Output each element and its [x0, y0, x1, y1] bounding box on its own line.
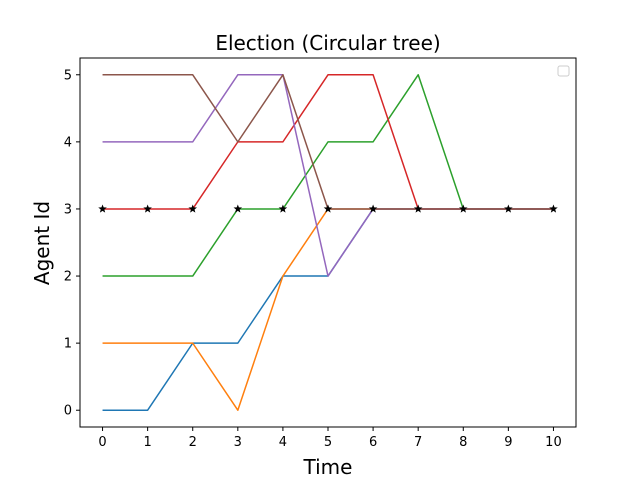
- y-tick-label: 5: [64, 68, 72, 83]
- series-line-0: [102, 208, 554, 411]
- x-tick-label: 3: [234, 435, 242, 450]
- chart-title: Election (Circular tree): [215, 31, 440, 55]
- star-marker: [143, 204, 152, 213]
- x-tick-label: 9: [504, 435, 512, 450]
- x-tick-label: 5: [324, 435, 332, 450]
- star-marker: [549, 204, 558, 213]
- star-marker: [278, 204, 288, 213]
- y-tick-label: 3: [64, 202, 72, 217]
- star-marker: [323, 204, 333, 213]
- star-marker: [98, 204, 107, 213]
- x-tick-label: 0: [98, 435, 106, 450]
- series-line-2: [102, 74, 554, 277]
- x-tick-label: 4: [279, 435, 287, 450]
- series-layer: [102, 74, 554, 411]
- x-tick-label: 2: [189, 435, 197, 450]
- y-tick-label: 1: [64, 337, 72, 352]
- x-tick-label: 10: [545, 435, 562, 450]
- x-tick-label: 1: [143, 435, 151, 450]
- star-marker: [368, 204, 378, 213]
- star-marker: [504, 204, 513, 213]
- x-tick-label: 8: [459, 435, 467, 450]
- series-line-1: [102, 208, 554, 411]
- y-axis-label: Agent Id: [30, 201, 54, 285]
- star-marker: [233, 204, 243, 213]
- y-tick-label: 4: [64, 135, 72, 150]
- x-axis-ticks: 0 1 2 3 4 5 6 7 8 9 10: [98, 427, 562, 450]
- legend-box: [557, 65, 570, 77]
- y-tick-label: 0: [64, 404, 72, 419]
- series-line-4: [102, 74, 554, 277]
- y-axis-ticks: 0 1 2 3 4 5: [64, 68, 80, 419]
- star-marker: [458, 204, 468, 213]
- star-marker: [413, 204, 423, 213]
- marker-layer: [98, 204, 558, 213]
- star-marker: [188, 204, 198, 213]
- plot-frame: [79, 57, 577, 428]
- x-axis-label: Time: [303, 455, 353, 479]
- x-tick-label: 7: [414, 435, 422, 450]
- y-tick-label: 2: [64, 270, 72, 285]
- x-tick-label: 6: [369, 435, 377, 450]
